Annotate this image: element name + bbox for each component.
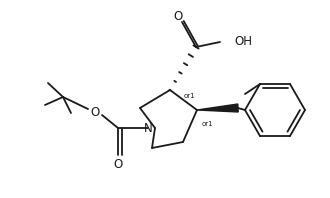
Text: O: O [114,157,123,170]
Text: O: O [173,10,182,23]
Text: N: N [144,123,152,135]
Text: O: O [90,106,100,118]
Text: OH: OH [234,34,252,48]
Text: or1: or1 [202,121,214,127]
Text: or1: or1 [184,93,196,99]
Polygon shape [197,104,238,112]
